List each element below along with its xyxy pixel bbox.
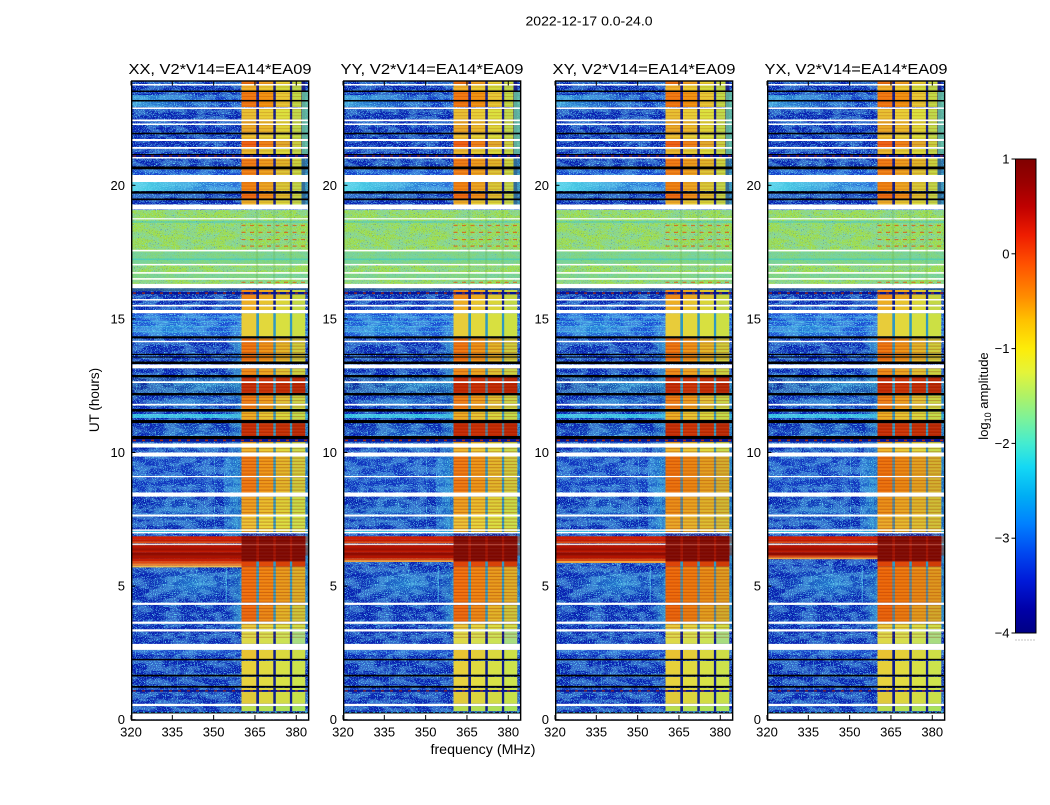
svg-text:0: 0 [118, 712, 125, 727]
svg-text:frequency (MHz): frequency (MHz) [431, 742, 536, 757]
svg-text:10: 10 [111, 445, 125, 460]
svg-text:380: 380 [709, 725, 731, 740]
svg-text:365: 365 [668, 725, 690, 740]
svg-text:5: 5 [754, 579, 761, 594]
svg-text:−1: −1 [995, 341, 1010, 356]
svg-text:0: 0 [330, 712, 337, 727]
svg-text:15: 15 [111, 311, 125, 326]
svg-text:320: 320 [756, 725, 778, 740]
svg-text:2022-12-17 0.0-24.0: 2022-12-17 0.0-24.0 [526, 14, 653, 29]
svg-text:350: 350 [415, 725, 437, 740]
svg-text:380: 380 [285, 725, 307, 740]
svg-text:UT (hours): UT (hours) [87, 368, 102, 432]
svg-text:380: 380 [497, 725, 519, 740]
svg-text:365: 365 [456, 725, 478, 740]
svg-text:365: 365 [244, 725, 266, 740]
svg-text:350: 350 [627, 725, 649, 740]
svg-text:10: 10 [747, 445, 761, 460]
svg-text:20: 20 [747, 178, 761, 193]
svg-text:YY, V2*V14=EA14*EA09: YY, V2*V14=EA14*EA09 [341, 62, 524, 78]
svg-text:1: 1 [1002, 152, 1009, 167]
svg-text:320: 320 [332, 725, 354, 740]
svg-text:365: 365 [880, 725, 902, 740]
svg-text:335: 335 [797, 725, 819, 740]
svg-text:350: 350 [203, 725, 225, 740]
svg-text:15: 15 [323, 311, 337, 326]
svg-text:335: 335 [161, 725, 183, 740]
svg-text:5: 5 [542, 579, 549, 594]
svg-text:5: 5 [118, 579, 125, 594]
svg-text:350: 350 [839, 725, 861, 740]
svg-text:−3: −3 [995, 531, 1010, 546]
svg-text:380: 380 [921, 725, 943, 740]
svg-text:5: 5 [330, 579, 337, 594]
svg-text:335: 335 [585, 725, 607, 740]
svg-text:20: 20 [323, 178, 337, 193]
svg-text:YX, V2*V14=EA14*EA09: YX, V2*V14=EA14*EA09 [765, 62, 948, 78]
svg-text:−2: −2 [995, 436, 1010, 451]
svg-text:15: 15 [535, 311, 549, 326]
svg-text:320: 320 [120, 725, 142, 740]
svg-text:10: 10 [535, 445, 549, 460]
svg-text:0: 0 [754, 712, 761, 727]
svg-text:10: 10 [323, 445, 337, 460]
svg-text:20: 20 [111, 178, 125, 193]
svg-text:320: 320 [544, 725, 566, 740]
svg-text:XY, V2*V14=EA14*EA09: XY, V2*V14=EA14*EA09 [553, 62, 736, 78]
svg-text:log10 amplitude: log10 amplitude [976, 352, 993, 439]
svg-text:15: 15 [747, 311, 761, 326]
svg-text:XX, V2*V14=EA14*EA09: XX, V2*V14=EA14*EA09 [129, 62, 312, 78]
svg-text:−4: −4 [995, 626, 1010, 641]
svg-text:0: 0 [1002, 246, 1009, 261]
svg-text:335: 335 [373, 725, 395, 740]
svg-text:20: 20 [535, 178, 549, 193]
svg-text:0: 0 [542, 712, 549, 727]
